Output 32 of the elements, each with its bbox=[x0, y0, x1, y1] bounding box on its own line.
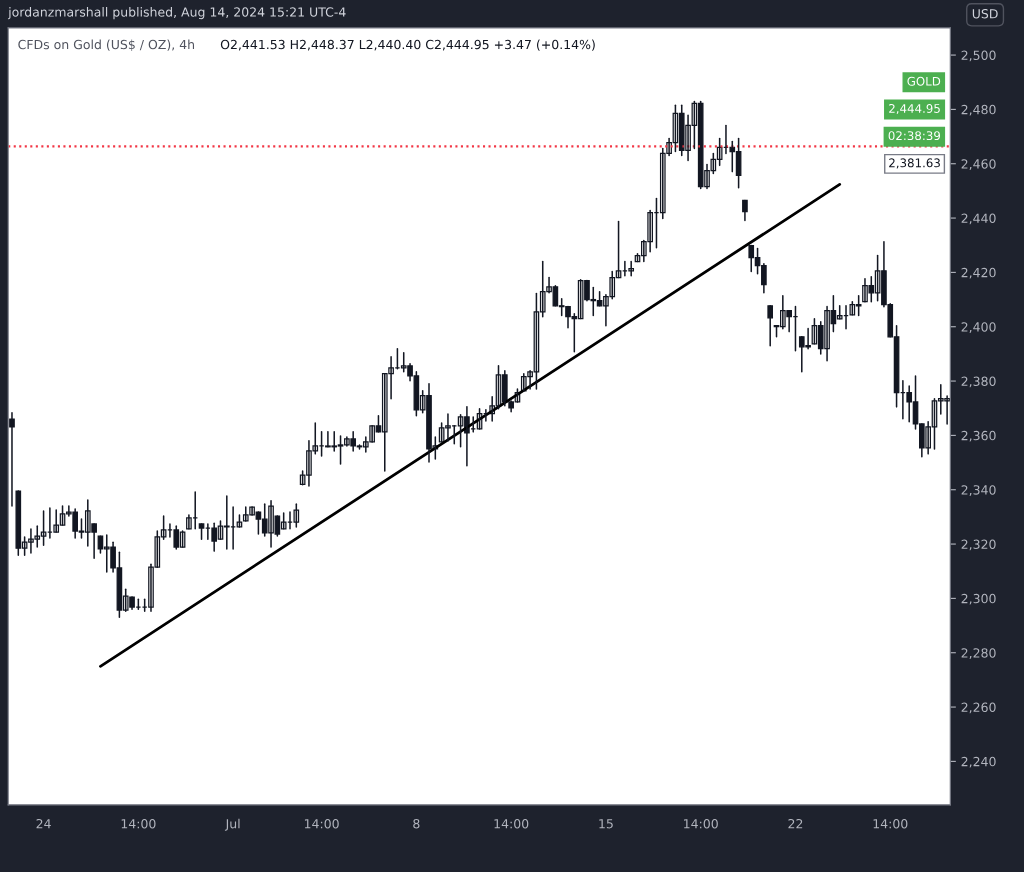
y-tick-label: 2,480 bbox=[961, 104, 996, 116]
x-tick-label: 14:00 bbox=[121, 818, 156, 829]
text: O2,441.53 H2,448.37 L2,440.40 C2,444.95 +3.47 (+0.14%) bbox=[220, 39, 595, 51]
y-tick-label: 2,440 bbox=[961, 213, 996, 225]
y-tick-label: 2,340 bbox=[961, 485, 996, 496]
text: jordanzmarshall published, Aug 14, 2024 15:21 UTC-4 bbox=[7, 7, 346, 20]
y-tick-label: 2,380 bbox=[961, 376, 996, 388]
x-tick-label: 15 bbox=[599, 819, 613, 829]
y-axis-title: USD bbox=[972, 9, 998, 19]
y-tick-label: 2,320 bbox=[961, 539, 996, 551]
y-tick-label: 2,280 bbox=[961, 648, 996, 659]
y-tick-label: 2,400 bbox=[961, 322, 996, 333]
y-tick-label: 2,300 bbox=[961, 593, 996, 605]
x-tick-label: 14:00 bbox=[304, 818, 339, 829]
x-tick-label: 14:00 bbox=[494, 818, 529, 829]
y-tick-label: 2,260 bbox=[961, 702, 996, 714]
y-tick-label: 2,460 bbox=[961, 159, 996, 170]
x-tick-label: 22 bbox=[788, 818, 803, 829]
x-tick-label: 24 bbox=[36, 818, 51, 829]
x-tick-label: 8 bbox=[413, 818, 420, 829]
x-tick-label: Jul bbox=[224, 818, 240, 831]
annotation: 02:38:39 bbox=[888, 131, 941, 141]
annotation: GOLD bbox=[907, 76, 941, 86]
text: CFDs on Gold (US$ / OZ), 4h bbox=[18, 39, 195, 51]
y-tick-label: 2,240 bbox=[961, 756, 996, 768]
annotation: 2,381.63 bbox=[889, 158, 940, 169]
annotation: 2,444.95 bbox=[889, 103, 940, 115]
y-tick-label: 2,360 bbox=[961, 430, 996, 442]
y-tick-label: 2,420 bbox=[961, 267, 996, 279]
y-tick-label: 2,500 bbox=[961, 50, 996, 62]
x-tick-label: 14:00 bbox=[684, 818, 718, 829]
x-tick-label: 14:00 bbox=[873, 818, 908, 829]
